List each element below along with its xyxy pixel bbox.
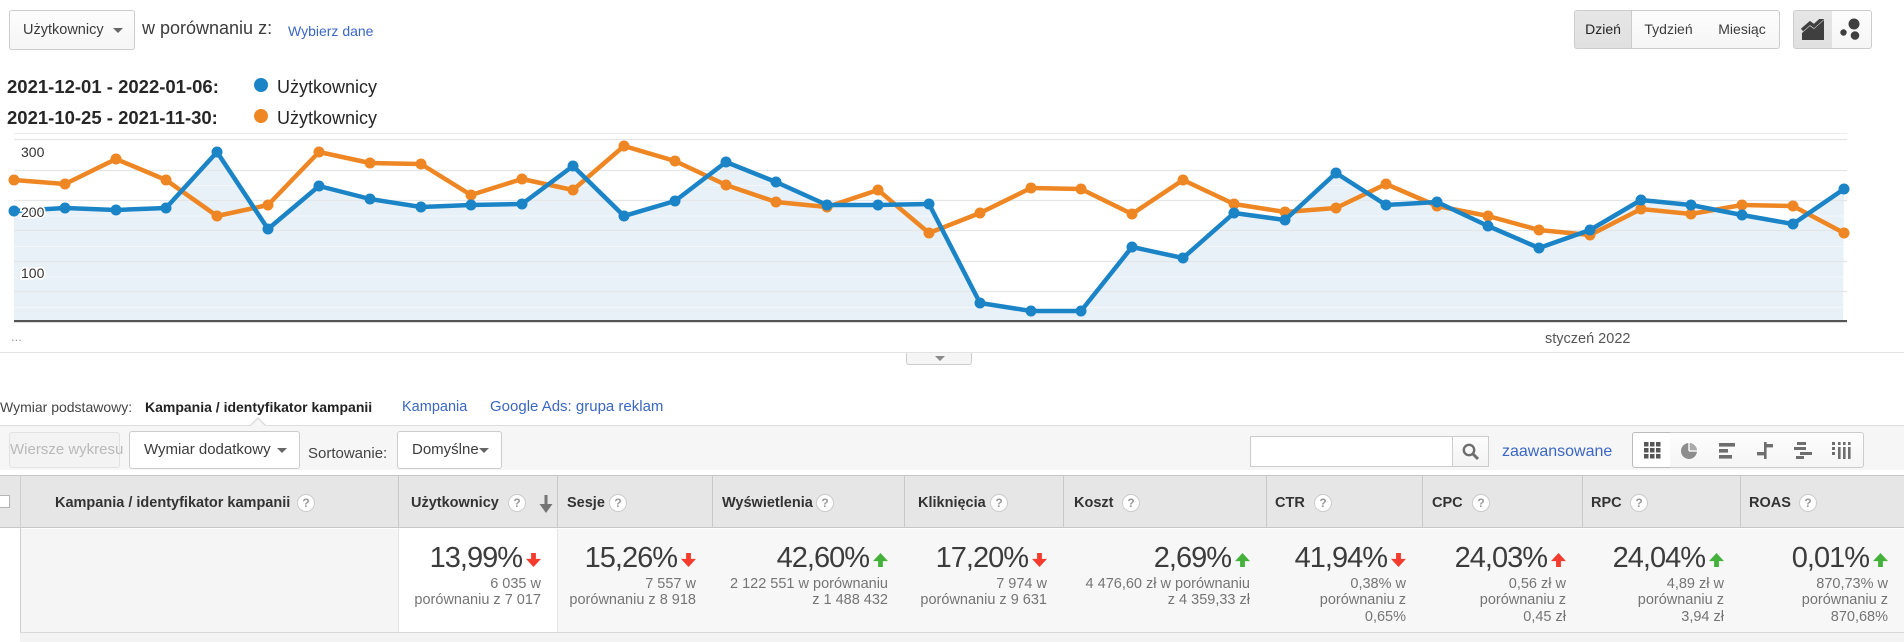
svg-text:300: 300 <box>21 144 45 160</box>
svg-text:styczeń 2022: styczeń 2022 <box>1545 331 1630 347</box>
svg-text:...: ... <box>11 329 22 344</box>
svg-text:200: 200 <box>21 204 45 220</box>
svg-text:100: 100 <box>21 265 45 281</box>
